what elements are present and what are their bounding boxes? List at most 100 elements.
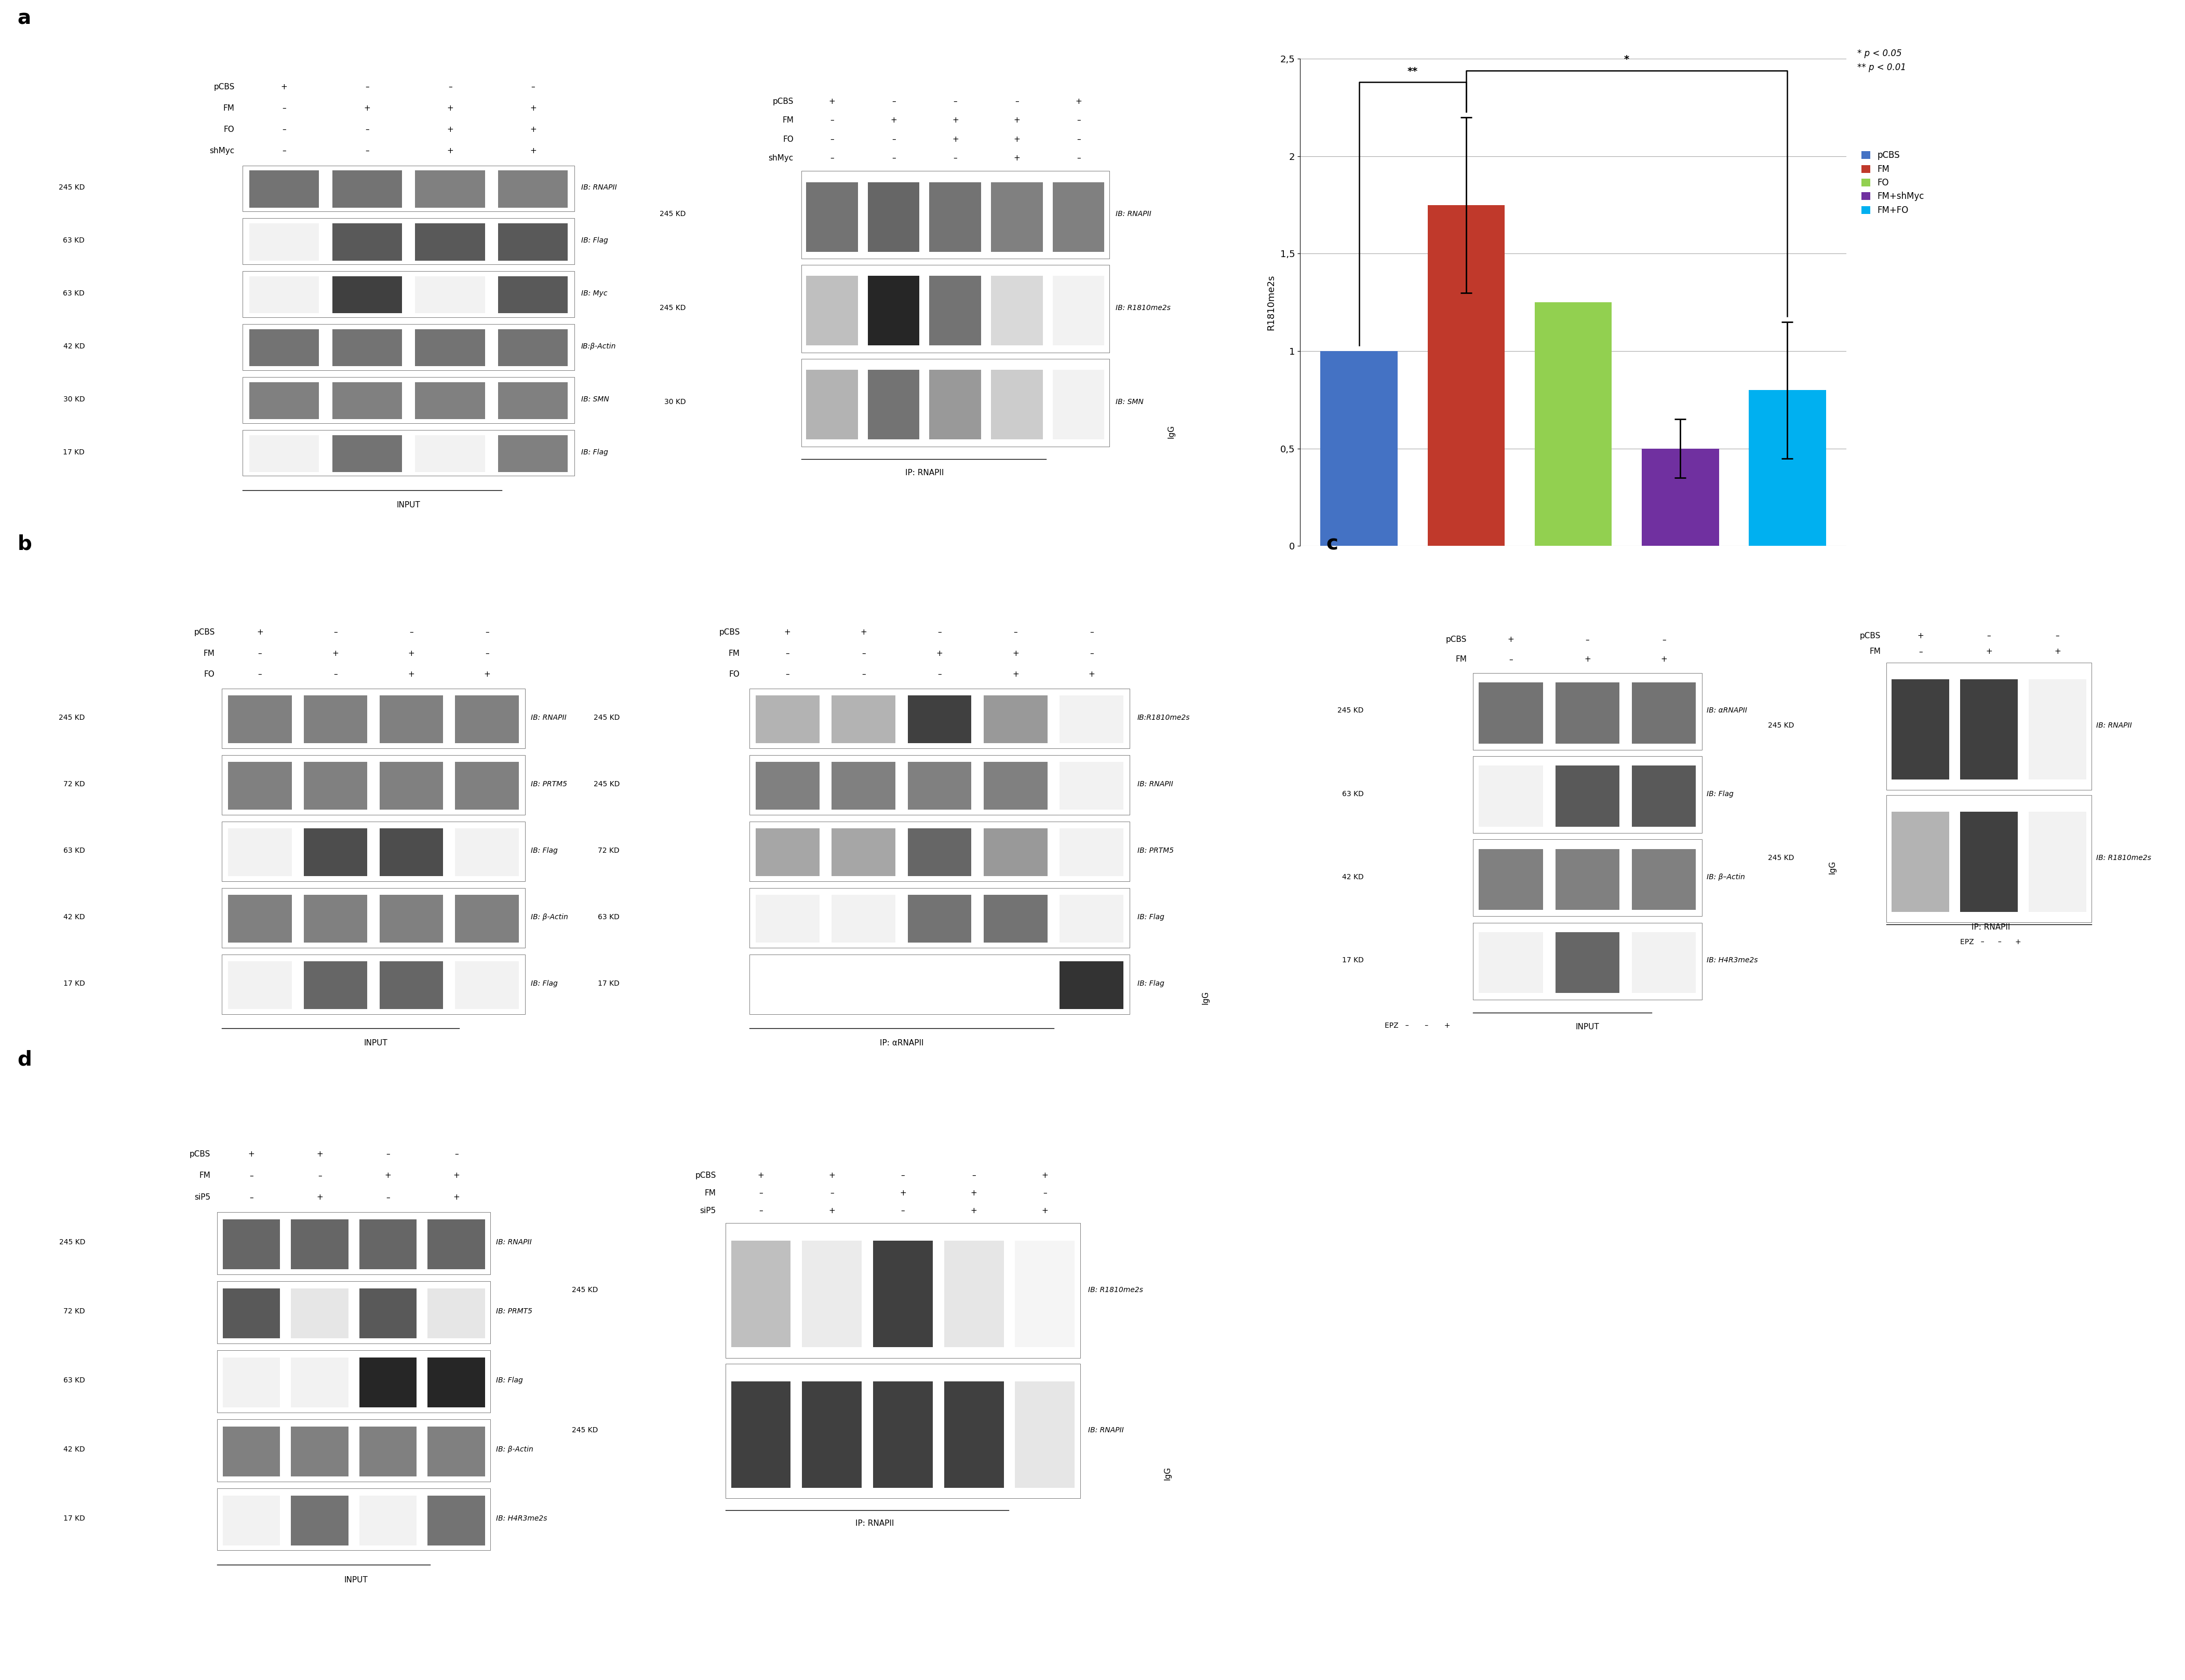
Bar	[832, 895, 896, 942]
Bar	[1060, 696, 1123, 743]
Text: 63 KD: 63 KD	[63, 1378, 85, 1384]
Text: +: +	[828, 97, 835, 106]
Text: –: –	[830, 136, 835, 143]
Text: +: +	[828, 1206, 835, 1215]
Text: b: b	[17, 534, 33, 554]
Bar	[732, 1381, 791, 1487]
Text: –: –	[258, 650, 262, 657]
Text: IgG: IgG	[1167, 425, 1176, 438]
Bar	[832, 828, 896, 877]
Text: +: +	[1075, 97, 1082, 106]
Text: +: +	[282, 82, 288, 91]
Bar	[216, 1282, 489, 1344]
Bar	[1632, 682, 1696, 744]
Bar	[1479, 766, 1543, 827]
Bar	[249, 329, 319, 366]
Bar	[832, 763, 896, 810]
Text: 63 KD: 63 KD	[1342, 790, 1363, 798]
Text: 42 KD: 42 KD	[63, 1446, 85, 1453]
Text: +: +	[1014, 136, 1020, 143]
Bar	[732, 1242, 791, 1347]
Bar	[929, 370, 981, 438]
Text: –: –	[2056, 632, 2060, 640]
Text: +: +	[249, 1151, 256, 1158]
Text: 72 KD: 72 KD	[63, 781, 85, 788]
Text: IgG: IgG	[1202, 991, 1210, 1005]
Text: 30 KD: 30 KD	[664, 398, 686, 405]
Bar	[415, 223, 485, 260]
Text: +: +	[529, 126, 535, 133]
Text: 245 KD: 245 KD	[572, 1426, 599, 1435]
Text: IB: RNAPII: IB: RNAPII	[1117, 210, 1151, 218]
Text: +: +	[332, 650, 339, 657]
Bar	[498, 170, 568, 208]
Bar	[756, 828, 819, 877]
Bar	[907, 696, 972, 743]
Bar	[1886, 795, 2091, 922]
Bar	[1016, 1242, 1075, 1347]
Bar	[415, 170, 485, 208]
Text: shMyc: shMyc	[769, 155, 793, 161]
Text: –: –	[1663, 635, 1665, 643]
Text: –: –	[1986, 632, 1991, 640]
Text: FM: FM	[199, 1173, 210, 1179]
Text: IB: PRTM5: IB: PRTM5	[531, 781, 566, 788]
Text: +: +	[1014, 116, 1020, 124]
Bar	[380, 828, 444, 877]
Bar	[806, 276, 859, 346]
Bar	[380, 961, 444, 1010]
Text: +: +	[1508, 635, 1514, 643]
Bar	[249, 223, 319, 260]
Bar	[1473, 674, 1702, 749]
Text: IB:R1810me2s: IB:R1810me2s	[1136, 714, 1191, 721]
Text: IP: RNAPII: IP: RNAPII	[857, 1519, 894, 1527]
Bar	[1053, 181, 1103, 252]
Text: –: –	[972, 1171, 977, 1179]
Text: 17 KD: 17 KD	[599, 979, 621, 988]
Bar	[332, 381, 402, 420]
Text: –: –	[282, 104, 286, 113]
Text: –: –	[387, 1151, 391, 1158]
Text: +: +	[1088, 670, 1095, 679]
Bar	[291, 1220, 347, 1268]
Text: –: –	[891, 155, 896, 161]
Text: pCBS: pCBS	[773, 97, 793, 106]
Text: 63 KD: 63 KD	[63, 289, 85, 297]
Text: FM: FM	[706, 1189, 717, 1198]
Bar	[291, 1289, 347, 1339]
Text: siP5: siP5	[194, 1193, 210, 1201]
Bar	[756, 895, 819, 942]
Text: –: –	[830, 155, 835, 161]
Text: IB: SMN: IB: SMN	[1117, 398, 1143, 405]
Text: –: –	[365, 148, 369, 155]
Bar	[227, 696, 291, 743]
Bar	[1479, 848, 1543, 911]
Text: –: –	[531, 82, 535, 91]
Text: pCBS: pCBS	[190, 1151, 210, 1158]
Bar	[358, 1289, 417, 1339]
Text: 245 KD: 245 KD	[572, 1287, 599, 1294]
Bar	[216, 1420, 489, 1482]
Bar	[1060, 763, 1123, 810]
Text: –: –	[258, 670, 262, 679]
Text: –: –	[1510, 655, 1512, 664]
Text: 72 KD: 72 KD	[63, 1307, 85, 1315]
Text: INPUT: INPUT	[345, 1576, 367, 1584]
Bar	[749, 954, 1130, 1015]
Bar	[806, 370, 859, 438]
Text: FO: FO	[203, 670, 214, 679]
Bar	[725, 1364, 1079, 1499]
Bar	[291, 1357, 347, 1408]
Bar	[1479, 932, 1543, 993]
Text: IP: αRNAPII: IP: αRNAPII	[881, 1038, 924, 1047]
Text: IB:β-Actin: IB:β-Actin	[581, 343, 616, 349]
Text: 245 KD: 245 KD	[594, 714, 621, 721]
Text: +: +	[970, 1206, 977, 1215]
Text: 17 KD: 17 KD	[63, 1515, 85, 1522]
Text: IB: β-Actin: IB: β-Actin	[496, 1446, 533, 1453]
Text: –: –	[282, 126, 286, 133]
Bar	[454, 696, 518, 743]
Bar	[249, 276, 319, 314]
Bar	[802, 360, 1110, 447]
Text: INPUT: INPUT	[398, 501, 420, 509]
